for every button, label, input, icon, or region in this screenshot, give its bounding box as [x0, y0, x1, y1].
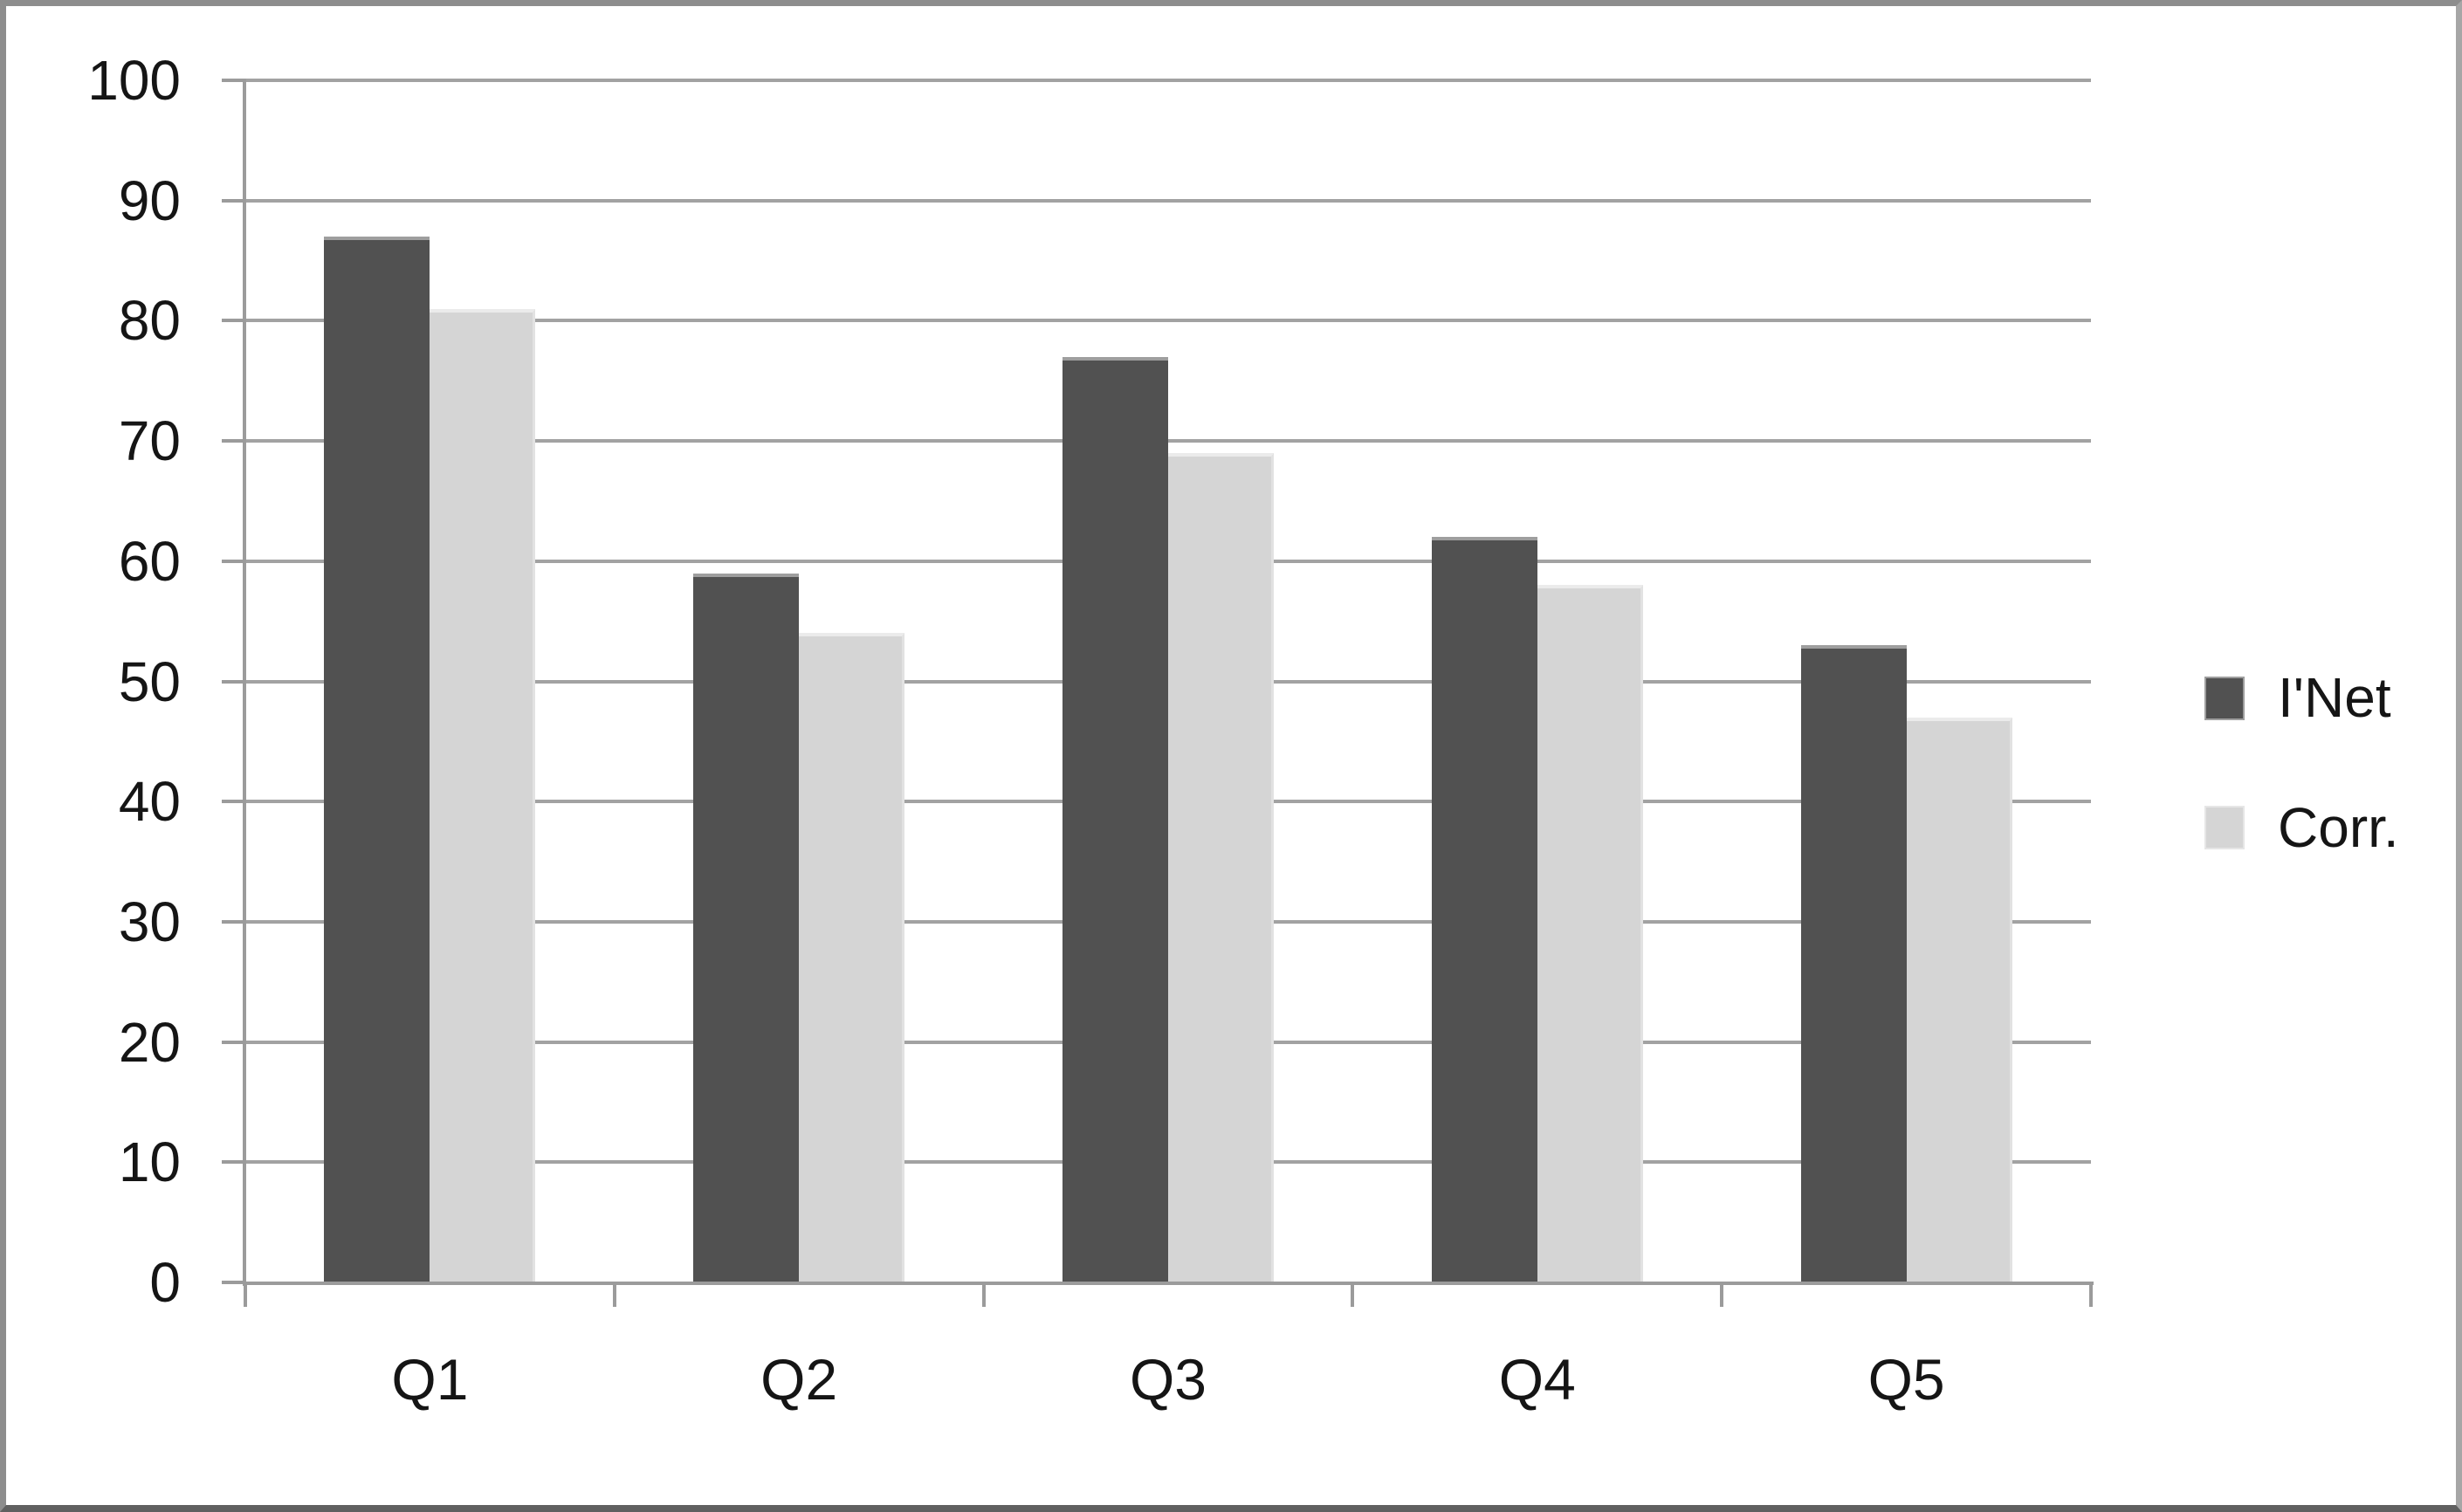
y-tick-label-0: 0 [149, 1251, 181, 1314]
legend-swatch-corr [2204, 806, 2245, 849]
y-tick-label-40: 40 [118, 770, 181, 834]
x-tick-mark-0 [244, 1282, 247, 1307]
y-tick-label-90: 90 [118, 168, 181, 232]
gridline-90 [245, 198, 2091, 203]
category-label-q2: Q2 [760, 1347, 838, 1412]
y-tick-label-100: 100 [87, 49, 181, 112]
x-axis-line [243, 1282, 2094, 1285]
category-label-q1: Q1 [391, 1347, 469, 1412]
y-tick-mark-80 [222, 319, 246, 323]
y-tick-label-10: 10 [118, 1131, 181, 1194]
bar-corr-q1 [430, 308, 536, 1282]
bar-inet-q3 [1063, 356, 1168, 1282]
y-tick-mark-70 [222, 439, 246, 443]
bar-inet-q5 [1800, 645, 1907, 1282]
bar-corr-q2 [799, 633, 905, 1282]
bar-inet-q1 [324, 237, 430, 1282]
y-axis-line [243, 79, 246, 1286]
y-tick-mark-10 [222, 1160, 246, 1165]
x-tick-mark-3 [1351, 1282, 1355, 1307]
y-tick-label-30: 30 [118, 890, 181, 953]
bar-corr-q4 [1537, 585, 1643, 1282]
y-tick-mark-100 [222, 79, 246, 82]
gridline-100 [245, 79, 2091, 82]
y-tick-mark-40 [222, 800, 246, 804]
y-tick-mark-60 [222, 559, 246, 563]
legend-swatch-inet [2204, 677, 2245, 720]
y-tick-label-70: 70 [118, 409, 181, 473]
bar-corr-q5 [1906, 717, 2012, 1282]
y-tick-mark-20 [222, 1040, 246, 1044]
y-tick-label-60: 60 [118, 529, 181, 593]
y-tick-mark-30 [222, 919, 246, 924]
x-tick-mark-4 [1720, 1282, 1724, 1307]
category-label-q4: Q4 [1498, 1347, 1576, 1412]
y-tick-mark-90 [222, 198, 246, 203]
bar-corr-q3 [1168, 452, 1274, 1282]
bar-inet-q4 [1431, 537, 1537, 1282]
gridline-80 [245, 319, 2091, 323]
x-tick-mark-5 [2089, 1282, 2093, 1307]
y-tick-mark-50 [222, 679, 246, 684]
legend-label-corr: Corr. [2278, 796, 2399, 859]
y-tick-label-20: 20 [118, 1010, 181, 1074]
legend-label-inet: I'Net [2278, 666, 2391, 729]
bar-inet-q2 [693, 573, 800, 1282]
gridline-70 [245, 439, 2091, 443]
category-label-q5: Q5 [1867, 1347, 1945, 1412]
y-tick-mark-0 [222, 1281, 246, 1284]
x-tick-mark-2 [981, 1282, 986, 1307]
x-tick-mark-1 [612, 1282, 616, 1307]
y-tick-label-80: 80 [118, 289, 181, 353]
y-tick-label-50: 50 [118, 649, 181, 713]
category-label-q3: Q3 [1129, 1347, 1207, 1412]
